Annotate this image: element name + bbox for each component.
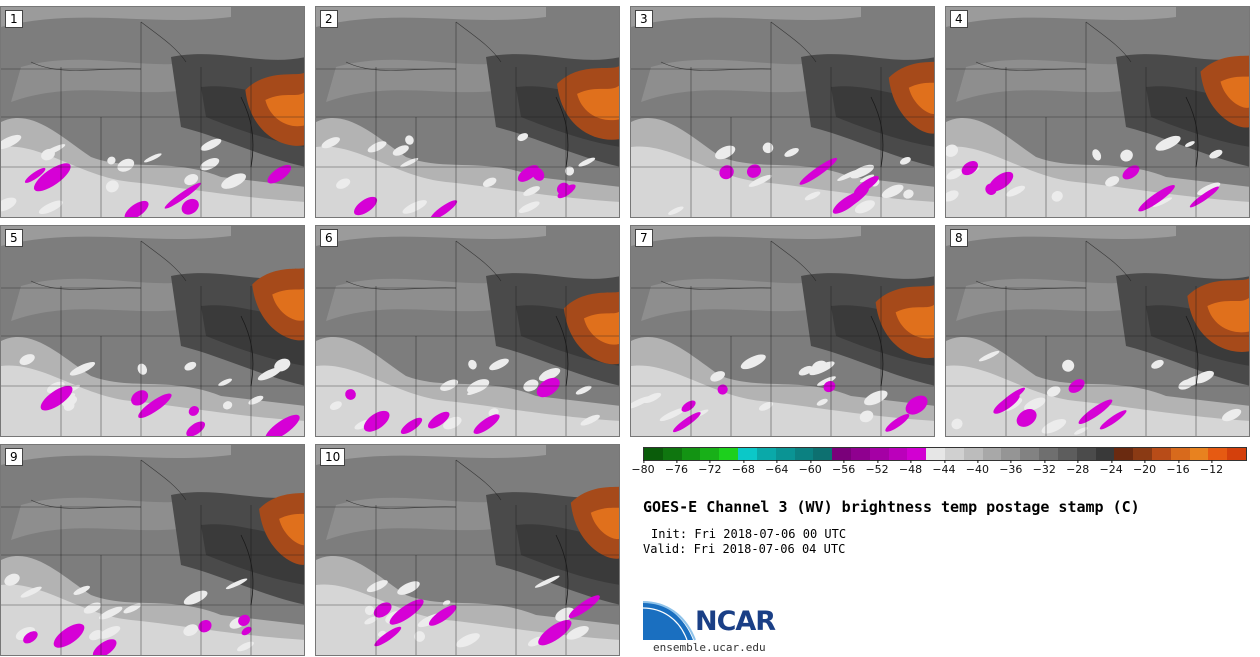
stamp-panel-10: 10 <box>315 444 620 656</box>
panel-number: 8 <box>950 229 968 247</box>
colorbar-segment <box>775 448 795 460</box>
colorbar-segment <box>850 448 870 460</box>
stamp-panel-1: 1 <box>0 6 305 218</box>
colorbar-segment <box>1039 448 1058 460</box>
stamp-panel-4: 4 <box>945 6 1250 218</box>
panel-number: 1 <box>5 10 23 28</box>
logo-text: NCAR <box>695 606 776 637</box>
colorbar-segment <box>644 448 663 460</box>
colorbar-tick-label: −16 <box>1166 460 1190 476</box>
colorbar-tick-label: −48 <box>898 460 923 476</box>
stamp-panel-3: 3 <box>630 6 935 218</box>
colorbar-segment <box>869 448 889 460</box>
colorbar-tick-label: −44 <box>932 460 956 476</box>
colorbar-segment <box>907 448 927 460</box>
colorbar-tick-label: −28 <box>1066 460 1090 476</box>
colorbar-segment <box>1020 448 1040 460</box>
colorbar-segment <box>1227 448 1246 460</box>
panel-number: 9 <box>5 448 23 466</box>
colorbar-segment <box>1001 448 1021 460</box>
colorbar-segment <box>1189 448 1209 460</box>
colorbar-segment <box>700 448 720 460</box>
stamp-panel-6: 6 <box>315 225 620 437</box>
colorbar-tick-label: −72 <box>698 460 722 476</box>
panel-number: 6 <box>320 229 338 247</box>
colorbar-segment <box>1076 448 1096 460</box>
panel-number: 4 <box>950 10 968 28</box>
colorbar-tick-label: −76 <box>664 460 689 476</box>
colorbar-segment <box>1114 448 1134 460</box>
page-title: GOES-E Channel 3 (WV) brightness temp po… <box>643 498 1140 516</box>
colorbar-tick-label: −56 <box>832 460 856 476</box>
colorbar-tick-label: −36 <box>999 460 1023 476</box>
panel-number: 10 <box>320 448 346 466</box>
panel-number: 7 <box>635 229 653 247</box>
colorbar-segment <box>813 448 833 460</box>
colorbar-segment <box>982 448 1002 460</box>
colorbar-segment <box>681 448 701 460</box>
stamp-panel-5: 5 <box>0 225 305 437</box>
colorbar-segment <box>945 448 964 460</box>
colorbar-tick-label: −64 <box>765 460 789 476</box>
colorbar-tick-label: −20 <box>1132 460 1157 476</box>
colorbar-tick-label: −60 <box>798 460 822 476</box>
colorbar-segment <box>1151 448 1171 460</box>
stamp-panel-8: 8 <box>945 225 1250 437</box>
stamp-panel-7: 7 <box>630 225 935 437</box>
colorbar-segment <box>1208 448 1228 460</box>
colorbar <box>643 447 1247 461</box>
colorbar-segment <box>738 448 757 460</box>
colorbar-ticks: −80 −76 −72 −68 −64 −60 −56 −52 −48 −44 −40 −36 −32−… <box>631 460 1247 481</box>
stamp-panel-2: 2 <box>315 6 620 218</box>
colorbar-tick-label: −52 <box>865 460 889 476</box>
colorbar-tick-label: −12 <box>1199 460 1224 476</box>
colorbar-segment <box>756 448 776 460</box>
valid-time: Valid: Fri 2018-07-06 04 UTC <box>643 542 846 556</box>
colorbar-tick-label: −24 <box>1099 460 1123 476</box>
colorbar-segment <box>888 448 908 460</box>
colorbar-segment <box>1133 448 1152 460</box>
panel-number: 3 <box>635 10 653 28</box>
colorbar-segment <box>719 448 739 460</box>
colorbar-segment <box>926 448 945 460</box>
init-time: Init: Fri 2018-07-06 00 UTC <box>651 527 847 541</box>
panel-number: 5 <box>5 229 23 247</box>
colorbar-segment <box>662 448 682 460</box>
colorbar-segment <box>963 448 983 460</box>
colorbar-segment <box>1057 448 1077 460</box>
colorbar-tick-label: −80 <box>631 460 655 476</box>
colorbar-segment <box>1095 448 1115 460</box>
logo-url: ensemble.ucar.edu <box>653 641 766 654</box>
colorbar-segment <box>794 448 814 460</box>
stamp-panel-9: 9 <box>0 444 305 656</box>
ncar-logo-icon <box>643 601 696 641</box>
colorbar-segment <box>832 448 851 460</box>
colorbar-tick-label: −32 <box>1032 460 1056 476</box>
panel-number: 2 <box>320 10 338 28</box>
colorbar-tick-label: −68 <box>731 460 755 476</box>
colorbar-tick-label: −40 <box>965 460 989 476</box>
colorbar-segment <box>1170 448 1190 460</box>
